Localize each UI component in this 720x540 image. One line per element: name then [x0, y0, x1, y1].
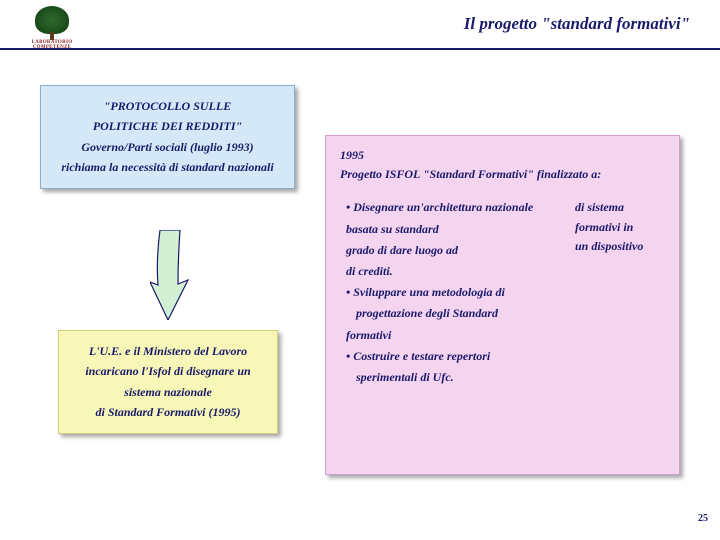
assign-line4: di Standard Formativi (1995)	[67, 402, 269, 422]
logo: LABORATORIO COMPETENZE	[24, 6, 80, 48]
project-bullets: di sistema formativi in un dispositivo •…	[340, 198, 665, 387]
arrow-down-icon	[150, 230, 190, 320]
right-column: di sistema formativi in un dispositivo	[575, 198, 665, 256]
protocol-line3: Governo/Parti sociali (luglio 1993)	[49, 137, 286, 157]
project-box: 1995 Progetto ISFOL "Standard Formativi"…	[325, 135, 680, 475]
bullet3-l1: • Costruire e testare repertori	[346, 347, 665, 366]
right-l3: un dispositivo	[575, 237, 665, 256]
project-year: 1995	[340, 146, 665, 165]
bullet2-l3: formativi	[346, 326, 665, 345]
protocol-line4: richiama la necessità di standard nazion…	[49, 157, 286, 177]
header: LABORATORIO COMPETENZE Il progetto "stan…	[0, 0, 720, 50]
page-number: 25	[698, 513, 708, 524]
right-l2: formativi in	[575, 218, 665, 237]
bullet1-l4: di crediti.	[346, 262, 665, 281]
page-title: Il progetto "standard formativi"	[464, 14, 690, 34]
protocol-line1: "PROTOCOLLO SULLE	[49, 96, 286, 116]
project-intro: 1995 Progetto ISFOL "Standard Formativi"…	[340, 146, 665, 184]
logo-text: LABORATORIO COMPETENZE	[24, 40, 80, 50]
bullet2-l2: progettazione degli Standard	[346, 304, 665, 323]
assign-line2: incaricano l'Isfol di disegnare un	[67, 361, 269, 381]
project-desc: Progetto ISFOL "Standard Formativi" fina…	[340, 165, 665, 184]
protocol-line2: POLITICHE DEI REDDITI"	[49, 116, 286, 136]
assign-line3: sistema nazionale	[67, 382, 269, 402]
assignment-box: L'U.E. e il Ministero del Lavoro incaric…	[58, 330, 278, 434]
right-l1: di sistema	[575, 198, 665, 217]
bullet3-l2: sperimentali di Ufc.	[346, 368, 665, 387]
bullet2-l1: • Sviluppare una metodologia di	[346, 283, 665, 302]
logo-tree-icon	[35, 6, 69, 34]
protocol-box: "PROTOCOLLO SULLE POLITICHE DEI REDDITI"…	[40, 85, 295, 189]
content-area: "PROTOCOLLO SULLE POLITICHE DEI REDDITI"…	[0, 50, 720, 530]
assign-line1: L'U.E. e il Ministero del Lavoro	[67, 341, 269, 361]
